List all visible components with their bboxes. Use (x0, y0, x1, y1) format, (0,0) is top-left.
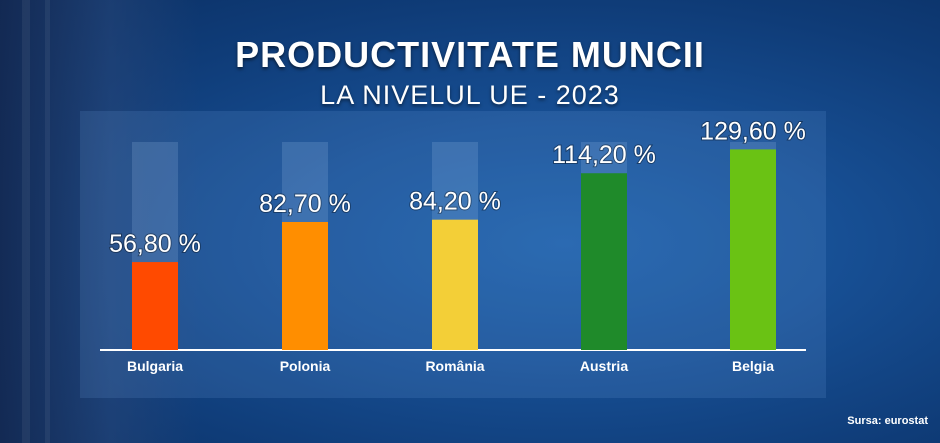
chart-title: PRODUCTIVITATE MUNCII (235, 34, 705, 75)
bar-value-label: 84,20 % (409, 188, 501, 216)
source-note: Sursa: eurostat (847, 415, 928, 427)
bar (282, 221, 328, 350)
bar (581, 173, 627, 350)
background-left-blur (0, 0, 200, 443)
background-stripe (22, 0, 30, 443)
bar (730, 149, 776, 350)
bar-value-label: 114,20 % (552, 141, 656, 169)
bar (132, 262, 178, 350)
category-label: România (425, 358, 484, 374)
category-label: Polonia (280, 358, 331, 374)
bar-value-label: 82,70 % (259, 190, 351, 218)
category-label: Belgia (732, 358, 774, 374)
category-label: Austria (580, 358, 628, 374)
bar-value-label: 129,60 % (700, 117, 806, 145)
category-label: Bulgaria (127, 358, 183, 374)
bar (432, 219, 478, 350)
chart-subtitle: LA NIVELUL UE - 2023 (320, 80, 620, 110)
background-stripe (45, 0, 50, 443)
bar-value-label: 56,80 % (109, 230, 201, 258)
